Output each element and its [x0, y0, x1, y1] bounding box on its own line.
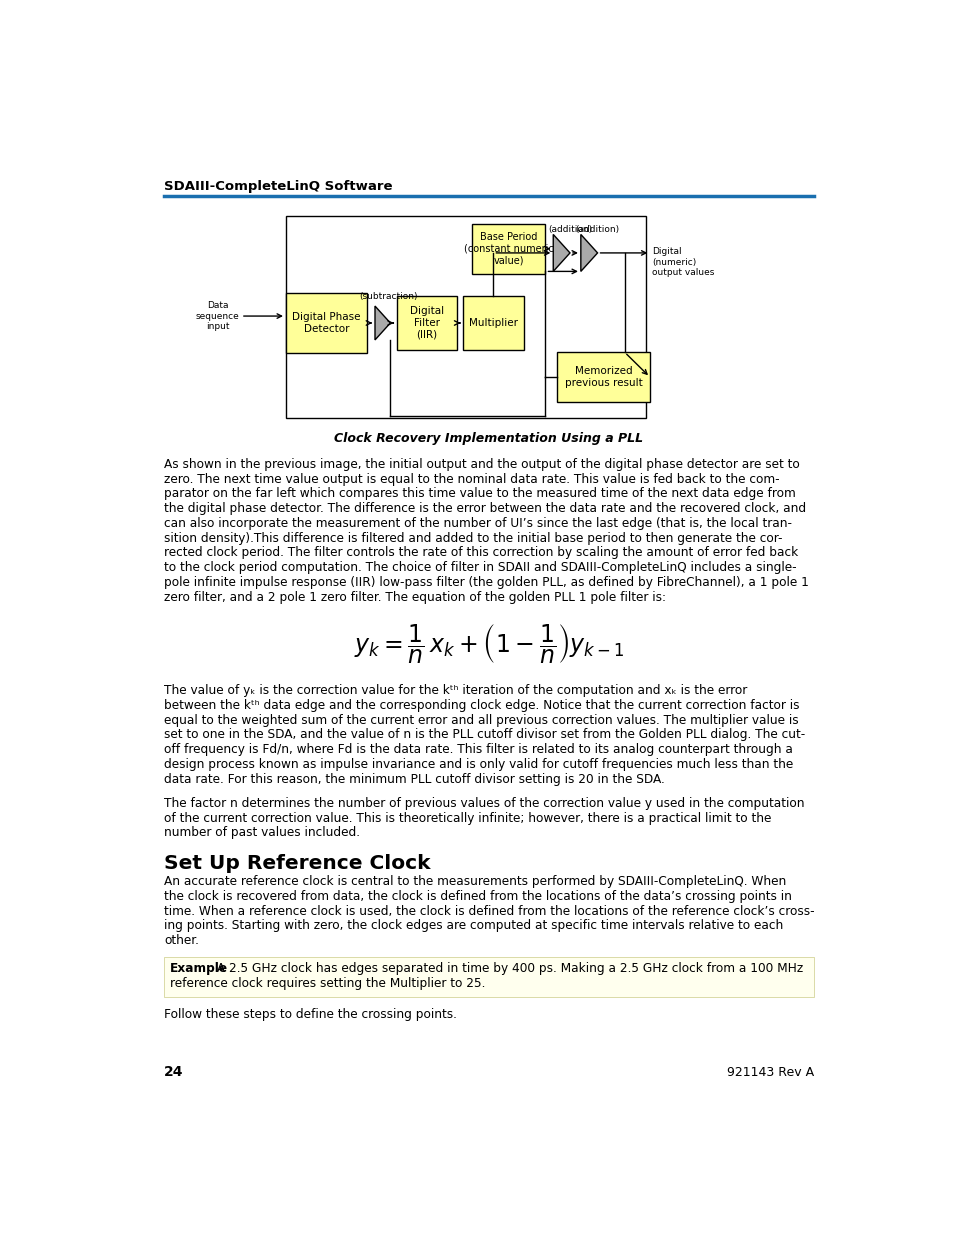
- Text: Follow these steps to define the crossing points.: Follow these steps to define the crossin…: [164, 1008, 456, 1021]
- Text: design process known as impulse invariance and is only valid for cutoff frequenc: design process known as impulse invarian…: [164, 758, 793, 771]
- FancyBboxPatch shape: [286, 293, 367, 353]
- Text: Example: Example: [170, 962, 228, 976]
- FancyBboxPatch shape: [164, 957, 813, 997]
- Text: 921143 Rev A: 921143 Rev A: [726, 1066, 813, 1078]
- FancyBboxPatch shape: [396, 296, 456, 350]
- Text: data rate. For this reason, the minimum PLL cutoff divisor setting is 20 in the : data rate. For this reason, the minimum …: [164, 773, 664, 785]
- Text: Digital
Filter
(IIR): Digital Filter (IIR): [409, 306, 443, 340]
- Text: pole infinite impulse response (IIR) low-pass filter (the golden PLL, as defined: pole infinite impulse response (IIR) low…: [164, 576, 808, 589]
- Text: zero filter, and a 2 pole 1 zero filter. The equation of the golden PLL 1 pole f: zero filter, and a 2 pole 1 zero filter.…: [164, 590, 665, 604]
- Text: Digital
(numeric)
output values: Digital (numeric) output values: [651, 247, 714, 277]
- Text: (addition): (addition): [575, 225, 619, 235]
- Text: 24: 24: [164, 1066, 184, 1079]
- Text: time. When a reference clock is used, the clock is defined from the locations of: time. When a reference clock is used, th…: [164, 905, 814, 918]
- Text: zero. The next time value output is equal to the nominal data rate. This value i: zero. The next time value output is equa…: [164, 473, 779, 485]
- Text: Clock Recovery Implementation Using a PLL: Clock Recovery Implementation Using a PL…: [334, 432, 643, 445]
- Text: Base Period
(constant numeric
value): Base Period (constant numeric value): [463, 232, 553, 266]
- Text: reference clock requires setting the Multiplier to 25.: reference clock requires setting the Mul…: [170, 977, 484, 990]
- Text: Set Up Reference Clock: Set Up Reference Clock: [164, 853, 430, 872]
- Text: $y_k = \dfrac{1}{n}\,x_k + \left(1 - \dfrac{1}{n}\right)y_{k-1}$: $y_k = \dfrac{1}{n}\,x_k + \left(1 - \df…: [354, 622, 623, 666]
- Text: other.: other.: [164, 934, 199, 947]
- Text: : A 2.5 GHz clock has edges separated in time by 400 ps. Making a 2.5 GHz clock : : A 2.5 GHz clock has edges separated in…: [209, 962, 802, 976]
- Text: the clock is recovered from data, the clock is defined from the locations of the: the clock is recovered from data, the cl…: [164, 890, 791, 903]
- Text: sition density).This difference is filtered and added to the initial base period: sition density).This difference is filte…: [164, 531, 781, 545]
- Text: the digital phase detector. The difference is the error between the data rate an: the digital phase detector. The differen…: [164, 503, 805, 515]
- Text: Data
sequence
input: Data sequence input: [195, 301, 239, 331]
- Text: (addition): (addition): [547, 225, 592, 235]
- Text: As shown in the previous image, the initial output and the output of the digital: As shown in the previous image, the init…: [164, 458, 800, 471]
- Text: equal to the weighted sum of the current error and all previous correction value: equal to the weighted sum of the current…: [164, 714, 798, 726]
- Text: Multiplier: Multiplier: [469, 317, 517, 329]
- Text: parator on the far left which compares this time value to the measured time of t: parator on the far left which compares t…: [164, 488, 795, 500]
- Text: (subtraction): (subtraction): [359, 291, 417, 300]
- Text: number of past values included.: number of past values included.: [164, 826, 360, 840]
- Text: Memorized
previous result: Memorized previous result: [564, 367, 641, 388]
- Polygon shape: [375, 306, 390, 340]
- Text: between the kᵗʰ data edge and the corresponding clock edge. Notice that the curr: between the kᵗʰ data edge and the corres…: [164, 699, 799, 711]
- Text: rected clock period. The filter controls the rate of this correction by scaling : rected clock period. The filter controls…: [164, 546, 798, 559]
- Text: ing points. Starting with zero, the clock edges are computed at specific time in: ing points. Starting with zero, the cloc…: [164, 919, 782, 932]
- Text: Digital Phase
Detector: Digital Phase Detector: [292, 312, 360, 333]
- Text: off frequency is Fd/n, where Fd is the data rate. This filter is related to its : off frequency is Fd/n, where Fd is the d…: [164, 743, 792, 756]
- Text: The value of yₖ is the correction value for the kᵗʰ iteration of the computation: The value of yₖ is the correction value …: [164, 684, 746, 697]
- Polygon shape: [580, 235, 597, 272]
- Text: of the current correction value. This is theoretically infinite; however, there : of the current correction value. This is…: [164, 811, 771, 825]
- Text: set to one in the SDA, and the value of n is the PLL cutoff divisor set from the: set to one in the SDA, and the value of …: [164, 729, 804, 741]
- Text: The factor n determines the number of previous values of the correction value y : The factor n determines the number of pr…: [164, 797, 804, 810]
- Text: to the clock period computation. The choice of filter in SDAII and SDAIII-Comple: to the clock period computation. The cho…: [164, 561, 796, 574]
- Text: can also incorporate the measurement of the number of UI’s since the last edge (: can also incorporate the measurement of …: [164, 517, 791, 530]
- Text: An accurate reference clock is central to the measurements performed by SDAIII-C: An accurate reference clock is central t…: [164, 876, 785, 888]
- FancyBboxPatch shape: [557, 352, 649, 403]
- FancyBboxPatch shape: [472, 224, 545, 274]
- Polygon shape: [553, 235, 569, 272]
- FancyBboxPatch shape: [463, 296, 523, 350]
- Text: SDAIII-CompleteLinQ Software: SDAIII-CompleteLinQ Software: [164, 180, 393, 193]
